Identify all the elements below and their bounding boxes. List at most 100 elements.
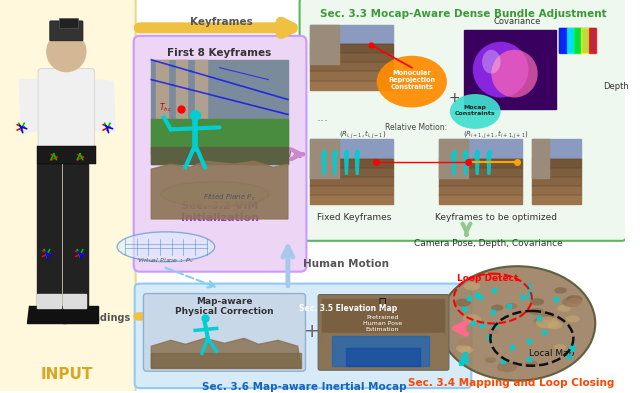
Polygon shape [151, 60, 288, 164]
Polygon shape [19, 80, 41, 134]
Polygon shape [156, 60, 168, 134]
Polygon shape [310, 186, 393, 195]
Ellipse shape [547, 321, 563, 329]
Text: Virtual Plane $\mathbf{:}$ $P_v$: Virtual Plane $\mathbf{:}$ $P_v$ [138, 256, 195, 265]
Polygon shape [310, 159, 393, 168]
Ellipse shape [482, 50, 500, 73]
Text: IMU Readings: IMU Readings [55, 314, 131, 323]
Polygon shape [439, 195, 522, 204]
Polygon shape [581, 28, 589, 53]
FancyBboxPatch shape [58, 18, 78, 28]
Ellipse shape [473, 42, 529, 97]
Text: $(R_{i,j-1}, t_{i,j-1})$: $(R_{i,j-1}, t_{i,j-1})$ [339, 128, 387, 141]
Polygon shape [532, 139, 549, 178]
Polygon shape [532, 159, 580, 168]
Polygon shape [439, 159, 522, 168]
Ellipse shape [541, 313, 555, 320]
Polygon shape [532, 139, 580, 159]
Polygon shape [346, 348, 420, 366]
FancyBboxPatch shape [143, 294, 305, 371]
FancyBboxPatch shape [559, 28, 596, 53]
Polygon shape [151, 353, 301, 368]
Text: Fitted Plane $P_c$: Fitted Plane $P_c$ [203, 191, 255, 203]
FancyBboxPatch shape [134, 284, 471, 388]
Polygon shape [322, 299, 444, 338]
Ellipse shape [487, 329, 499, 334]
Polygon shape [439, 186, 522, 195]
Text: Fixed Keyframes: Fixed Keyframes [317, 213, 392, 222]
Ellipse shape [450, 94, 500, 129]
Text: Sec. 3.3 Mocap-Aware Dense Bundle Adjustment: Sec. 3.3 Mocap-Aware Dense Bundle Adjust… [320, 9, 607, 19]
Ellipse shape [566, 315, 580, 322]
Polygon shape [322, 333, 444, 356]
Polygon shape [310, 53, 393, 62]
Text: Map-aware
Physical Correction: Map-aware Physical Correction [175, 297, 274, 316]
Polygon shape [532, 168, 580, 177]
Ellipse shape [161, 182, 268, 206]
Text: Keyframes to be optimized: Keyframes to be optimized [435, 213, 557, 222]
Ellipse shape [464, 282, 480, 290]
Ellipse shape [439, 266, 595, 381]
Polygon shape [37, 294, 61, 309]
Text: 🔒: 🔒 [379, 297, 387, 310]
Polygon shape [195, 60, 207, 134]
Text: Relative Motion:: Relative Motion: [385, 123, 447, 132]
Ellipse shape [506, 303, 518, 309]
Ellipse shape [525, 360, 538, 367]
FancyBboxPatch shape [0, 0, 136, 393]
Text: Loop Detect: Loop Detect [457, 274, 518, 283]
Polygon shape [532, 195, 580, 204]
Ellipse shape [377, 56, 447, 107]
Text: Sec. 3.6 Map-aware Inertial Mocap: Sec. 3.6 Map-aware Inertial Mocap [202, 382, 407, 392]
Polygon shape [151, 147, 288, 164]
Polygon shape [589, 28, 596, 53]
Ellipse shape [455, 299, 471, 307]
Polygon shape [439, 168, 522, 177]
Polygon shape [63, 307, 97, 323]
FancyBboxPatch shape [318, 295, 449, 370]
Text: $(R_{i+1,j+1}, t_{i+1,j+1})$: $(R_{i+1,j+1}, t_{i+1,j+1})$ [463, 128, 529, 141]
FancyBboxPatch shape [300, 0, 627, 241]
Text: Sec. 3.4 Mapping and Loop Closing: Sec. 3.4 Mapping and Loop Closing [408, 378, 614, 388]
Text: Depth: Depth [603, 82, 629, 91]
Polygon shape [37, 164, 61, 309]
Ellipse shape [117, 232, 214, 262]
Text: +: + [449, 90, 461, 105]
Polygon shape [559, 28, 566, 53]
Text: Keyframes: Keyframes [190, 17, 253, 27]
Polygon shape [175, 60, 188, 134]
Polygon shape [310, 44, 393, 53]
Text: Covariance: Covariance [493, 17, 541, 26]
FancyBboxPatch shape [38, 69, 95, 149]
Text: Pretrained
Human Pose
Estimation: Pretrained Human Pose Estimation [363, 316, 402, 332]
Polygon shape [574, 28, 581, 53]
Polygon shape [310, 168, 393, 177]
Text: Monocular
Reprojection
Constraints: Monocular Reprojection Constraints [388, 70, 435, 90]
Ellipse shape [458, 338, 474, 346]
Polygon shape [439, 139, 468, 178]
Polygon shape [333, 154, 337, 174]
Text: First 8 Keyframes: First 8 Keyframes [168, 48, 272, 58]
Polygon shape [63, 294, 86, 309]
FancyBboxPatch shape [134, 36, 307, 272]
Polygon shape [28, 307, 67, 323]
Text: +: + [304, 322, 321, 341]
Text: Local Map: Local Map [529, 349, 574, 358]
Polygon shape [151, 338, 301, 368]
Ellipse shape [463, 314, 481, 323]
Text: INPUT: INPUT [40, 367, 93, 382]
Ellipse shape [456, 345, 471, 352]
Polygon shape [310, 177, 393, 186]
Polygon shape [439, 139, 522, 159]
Ellipse shape [557, 305, 571, 312]
Ellipse shape [491, 305, 504, 311]
Polygon shape [310, 195, 393, 204]
Polygon shape [151, 119, 288, 154]
Text: Sec. 3.5 Elevation Map: Sec. 3.5 Elevation Map [300, 304, 397, 313]
Ellipse shape [497, 362, 517, 372]
Text: Human Motion: Human Motion [303, 259, 388, 269]
Polygon shape [310, 139, 339, 178]
Polygon shape [355, 154, 359, 174]
Polygon shape [310, 139, 393, 159]
Ellipse shape [554, 287, 567, 294]
